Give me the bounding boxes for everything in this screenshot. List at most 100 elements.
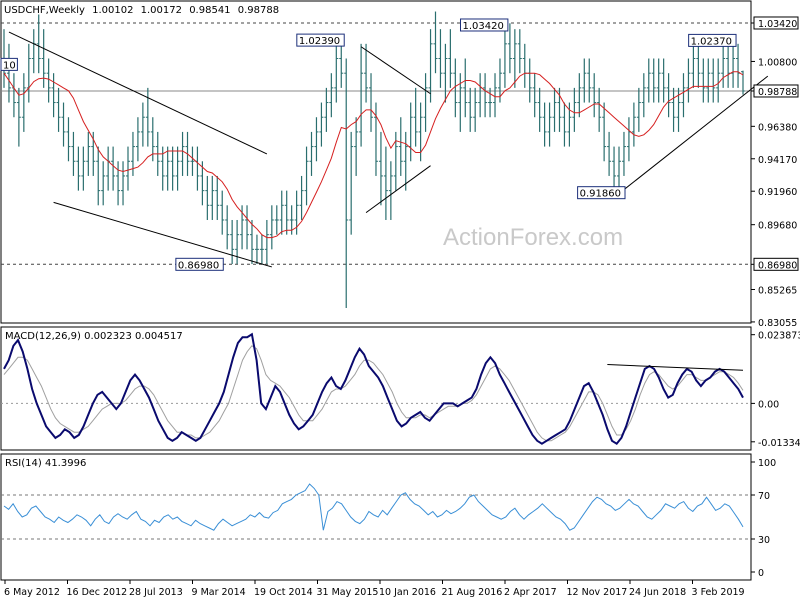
ohlc-bar [721, 43, 726, 88]
macd-tick-label: -0.013346 [758, 438, 800, 449]
ohlc-bar [552, 87, 557, 132]
annotation-box-3 [175, 257, 224, 271]
ohlc-bar [116, 161, 121, 206]
trendline-1 [53, 201, 272, 268]
ohlc-bar [349, 131, 354, 235]
ohlc-bar [423, 73, 428, 132]
price-panel-title: USDCHF,Weekly 1.00102 1.00172 0.98541 0.… [4, 5, 279, 16]
ohlc-bar [453, 58, 458, 118]
rsi-tick-label: 0 [758, 568, 764, 579]
ohlc-bar [592, 73, 597, 118]
x-tick-label: 28 Jul 2013 [129, 587, 183, 598]
ohlc-bar [388, 161, 393, 220]
ohlc-bar [299, 175, 304, 220]
trendline-4 [618, 75, 769, 194]
ohlc-bar [279, 190, 284, 235]
price-tick-label: 0.98788 [758, 87, 797, 98]
ohlc-bar [607, 131, 612, 176]
price-tick-label: 0.94170 [758, 155, 797, 166]
macd-signal-line [3, 345, 744, 442]
price-tick-label: 0.85265 [758, 285, 797, 296]
ohlc-bar [438, 29, 443, 88]
ohlc-bar [51, 73, 56, 118]
annotation-label-2: 1.02370 [691, 36, 732, 47]
rsi-layer [1, 483, 751, 540]
annotation-label-0: 1.02390 [299, 36, 340, 47]
ohlc-bar [617, 146, 622, 191]
ohlc-bar [269, 205, 274, 250]
ohlc-low: 0.98541 [189, 5, 230, 16]
rsi-tick-label: 100 [758, 458, 776, 469]
price-tick-label: 1.03420 [758, 19, 797, 30]
ohlc-bar [249, 219, 254, 265]
price-tick-label: 1.00800 [758, 57, 797, 68]
ohlc-bar [641, 73, 646, 118]
ohlc-bar [686, 58, 691, 103]
ohlc-bar [309, 131, 314, 176]
annotation-box-0 [296, 33, 345, 47]
moving-average-line [3, 71, 744, 239]
ohlc-bar [562, 102, 567, 147]
annotation-box-2 [688, 33, 737, 47]
ohlc-bar [96, 146, 101, 206]
annotation-label-4: 0.91860 [580, 189, 621, 200]
price-tick-label: 0.89680 [758, 221, 797, 232]
ohlc-bar [468, 87, 473, 132]
ohlc-bar [170, 146, 175, 191]
ohlc-bar [711, 58, 716, 103]
price-layer: 1.02390 1.03420 1.02370 0.86980 0.91860 10 [0, 11, 769, 309]
ohlc-bar [383, 146, 388, 220]
x-tick-label: 9 Mar 2014 [192, 587, 246, 598]
ohlc-bar [76, 146, 81, 191]
x-tick-label: 31 May 2015 [317, 587, 379, 598]
rsi-panel-frame [0, 453, 752, 581]
ohlc-bar [200, 161, 205, 206]
ohlc-bar [706, 58, 711, 103]
ohlc-bar [66, 117, 71, 162]
ohlc-bar [61, 102, 66, 147]
macd-tick-label: 0.00 [758, 399, 779, 410]
x-tick-label: 2 Apr 2017 [504, 587, 557, 598]
ohlc-bar [646, 58, 651, 103]
ohlc-bar [135, 117, 140, 162]
ohlc-bar [245, 205, 250, 250]
x-tick-label: 10 Jan 2016 [379, 587, 436, 598]
ohlc-bar [398, 117, 403, 176]
ohlc-close: 0.98788 [238, 5, 279, 16]
x-tick-label: 16 Dec 2012 [67, 587, 128, 598]
macd-line [3, 332, 744, 446]
x-tick-label: 3 Feb 2019 [692, 587, 745, 598]
price-tick-label: 0.96380 [758, 122, 797, 133]
ohlc-bar [483, 73, 488, 118]
ohlc-bar [378, 131, 383, 206]
ohlc-bar [230, 219, 235, 265]
ohlc-bar [6, 43, 11, 103]
ohlc-bar [215, 175, 220, 220]
ohlc-bar [101, 161, 106, 206]
ohlc-bar [369, 73, 374, 132]
price-tick-box [753, 257, 799, 271]
ohlc-bar [220, 190, 225, 235]
axis-layer: 1.03420 1.00800 0.98788 0.96380 0.94170 0.919… [4, 16, 800, 598]
ohlc-bar [602, 102, 607, 162]
ohlc-bar [716, 58, 721, 103]
ohlc-bar [359, 43, 364, 147]
ohlc-bar [473, 87, 478, 132]
ohlc-bar [86, 131, 91, 176]
ohlc-bar [631, 102, 636, 147]
watermark: ActionForex.com [443, 224, 623, 251]
ohlc-bar [284, 190, 289, 235]
price-tick-box [753, 84, 799, 98]
annotation-box-5 [0, 57, 18, 71]
ohlc-bar [671, 87, 676, 132]
ohlc-bar [304, 146, 309, 206]
macd-panel-title: MACD(12,26,9) 0.002323 0.004517 [5, 331, 183, 342]
price-tick-label: 0.83055 [758, 318, 797, 329]
ohlc-bar [666, 73, 671, 118]
ohlc-bar [254, 234, 259, 265]
ohlc-bar [651, 58, 656, 103]
ohlc-bar [81, 146, 86, 191]
annotation-label-3: 0.86980 [178, 260, 219, 271]
rsi-panel-title: RSI(14) 41.3996 [5, 458, 86, 469]
ohlc-bar [512, 29, 517, 88]
